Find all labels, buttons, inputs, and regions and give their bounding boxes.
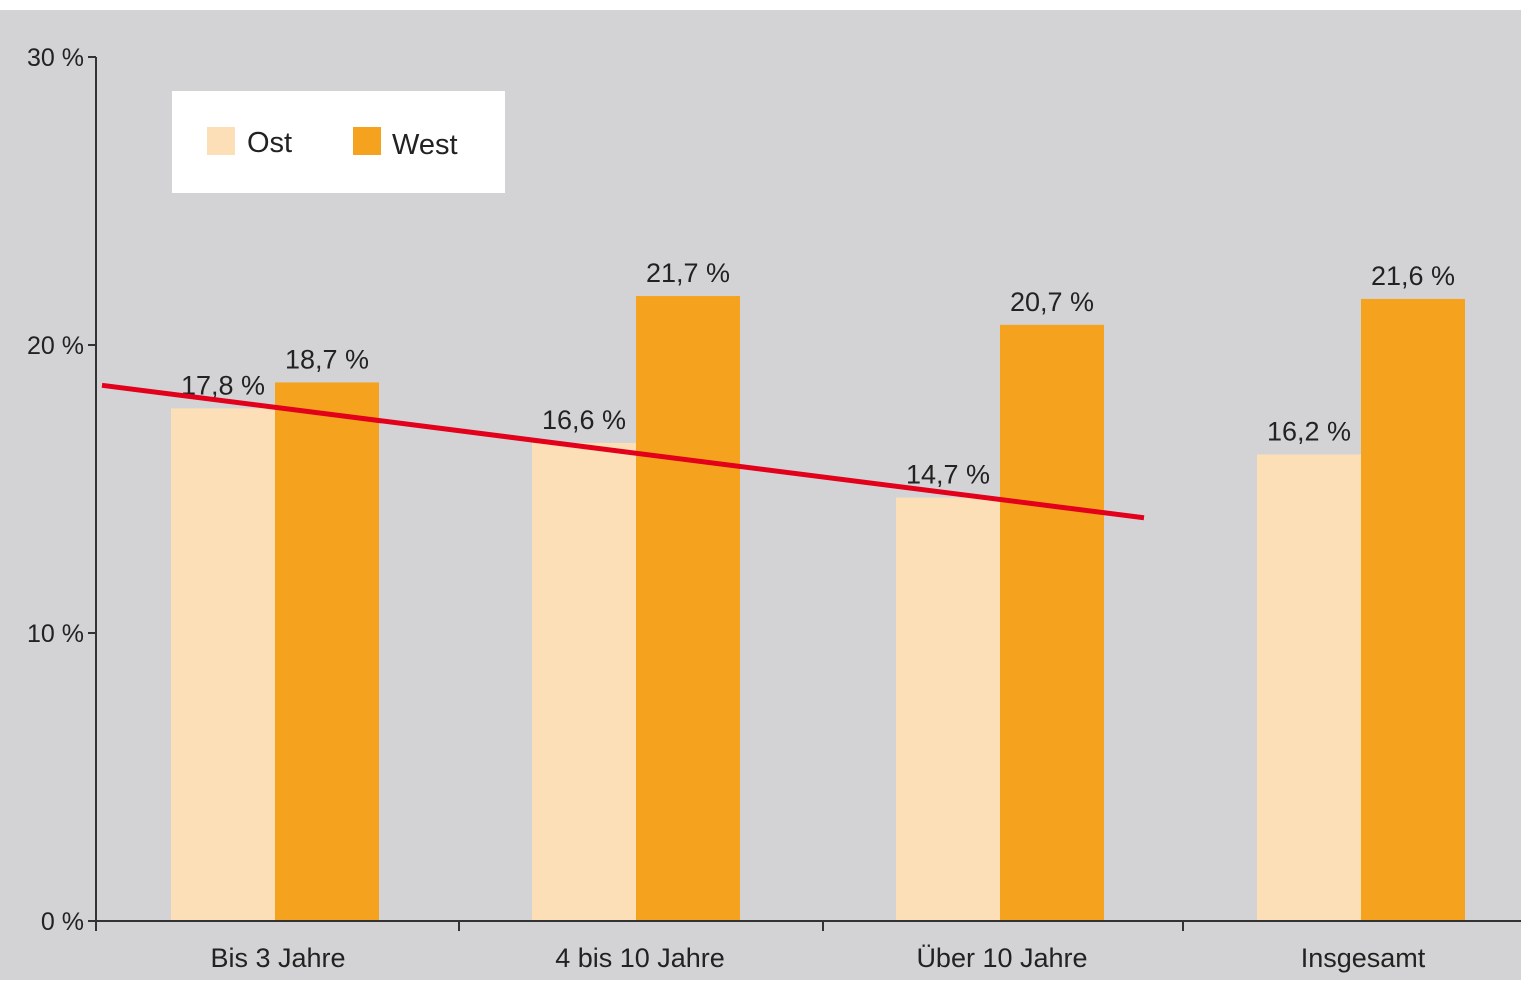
trend-group [101, 382, 1145, 521]
y-tick-label-10: 10 % [27, 620, 84, 648]
bar-ost-0 [171, 408, 275, 921]
trend-line [101, 382, 1145, 521]
bar-ost-1 [532, 442, 636, 921]
legend-label-ost: Ost [247, 127, 292, 159]
legend-label-west: West [392, 129, 458, 161]
y-tick-label-20: 20 % [27, 332, 84, 360]
value-label-west-0: 18,7 % [285, 344, 369, 374]
legend: Ost West [172, 91, 505, 193]
value-label-west-2: 20,7 % [1010, 287, 1094, 317]
legend-swatch-ost [207, 127, 235, 155]
axes-group: 0 % 10 % 20 % 30 % Bis 3 Jahre 4 bis 10 Jahre… [27, 44, 1521, 973]
x-tick-label-3: Insgesamt [1301, 943, 1426, 973]
x-tick-label-1: 4 bis 10 Jahre [555, 943, 725, 973]
value-label-west-1: 21,7 % [646, 258, 730, 288]
bars-group: 17,8 %18,7 %16,6 %21,7 %14,7 %20,7 %16,2… [171, 258, 1465, 922]
value-label-ost-3: 16,2 % [1267, 416, 1351, 446]
x-tick-label-2: Über 10 Jahre [916, 943, 1087, 973]
value-label-ost-1: 16,6 % [542, 405, 626, 435]
bar-ost-3 [1257, 454, 1361, 921]
y-tick-label-0: 0 % [41, 908, 84, 936]
value-label-west-3: 21,6 % [1371, 261, 1455, 291]
value-label-ost-2: 14,7 % [906, 460, 990, 490]
bar-west-0 [275, 382, 379, 921]
legend-swatch-west [353, 127, 381, 155]
bar-west-3 [1361, 298, 1465, 921]
y-tick-label-30: 30 % [27, 44, 84, 72]
bar-west-2 [1000, 324, 1104, 922]
x-tick-label-0: Bis 3 Jahre [210, 943, 345, 973]
bar-ost-2 [896, 497, 1000, 921]
bar-west-1 [636, 296, 740, 921]
